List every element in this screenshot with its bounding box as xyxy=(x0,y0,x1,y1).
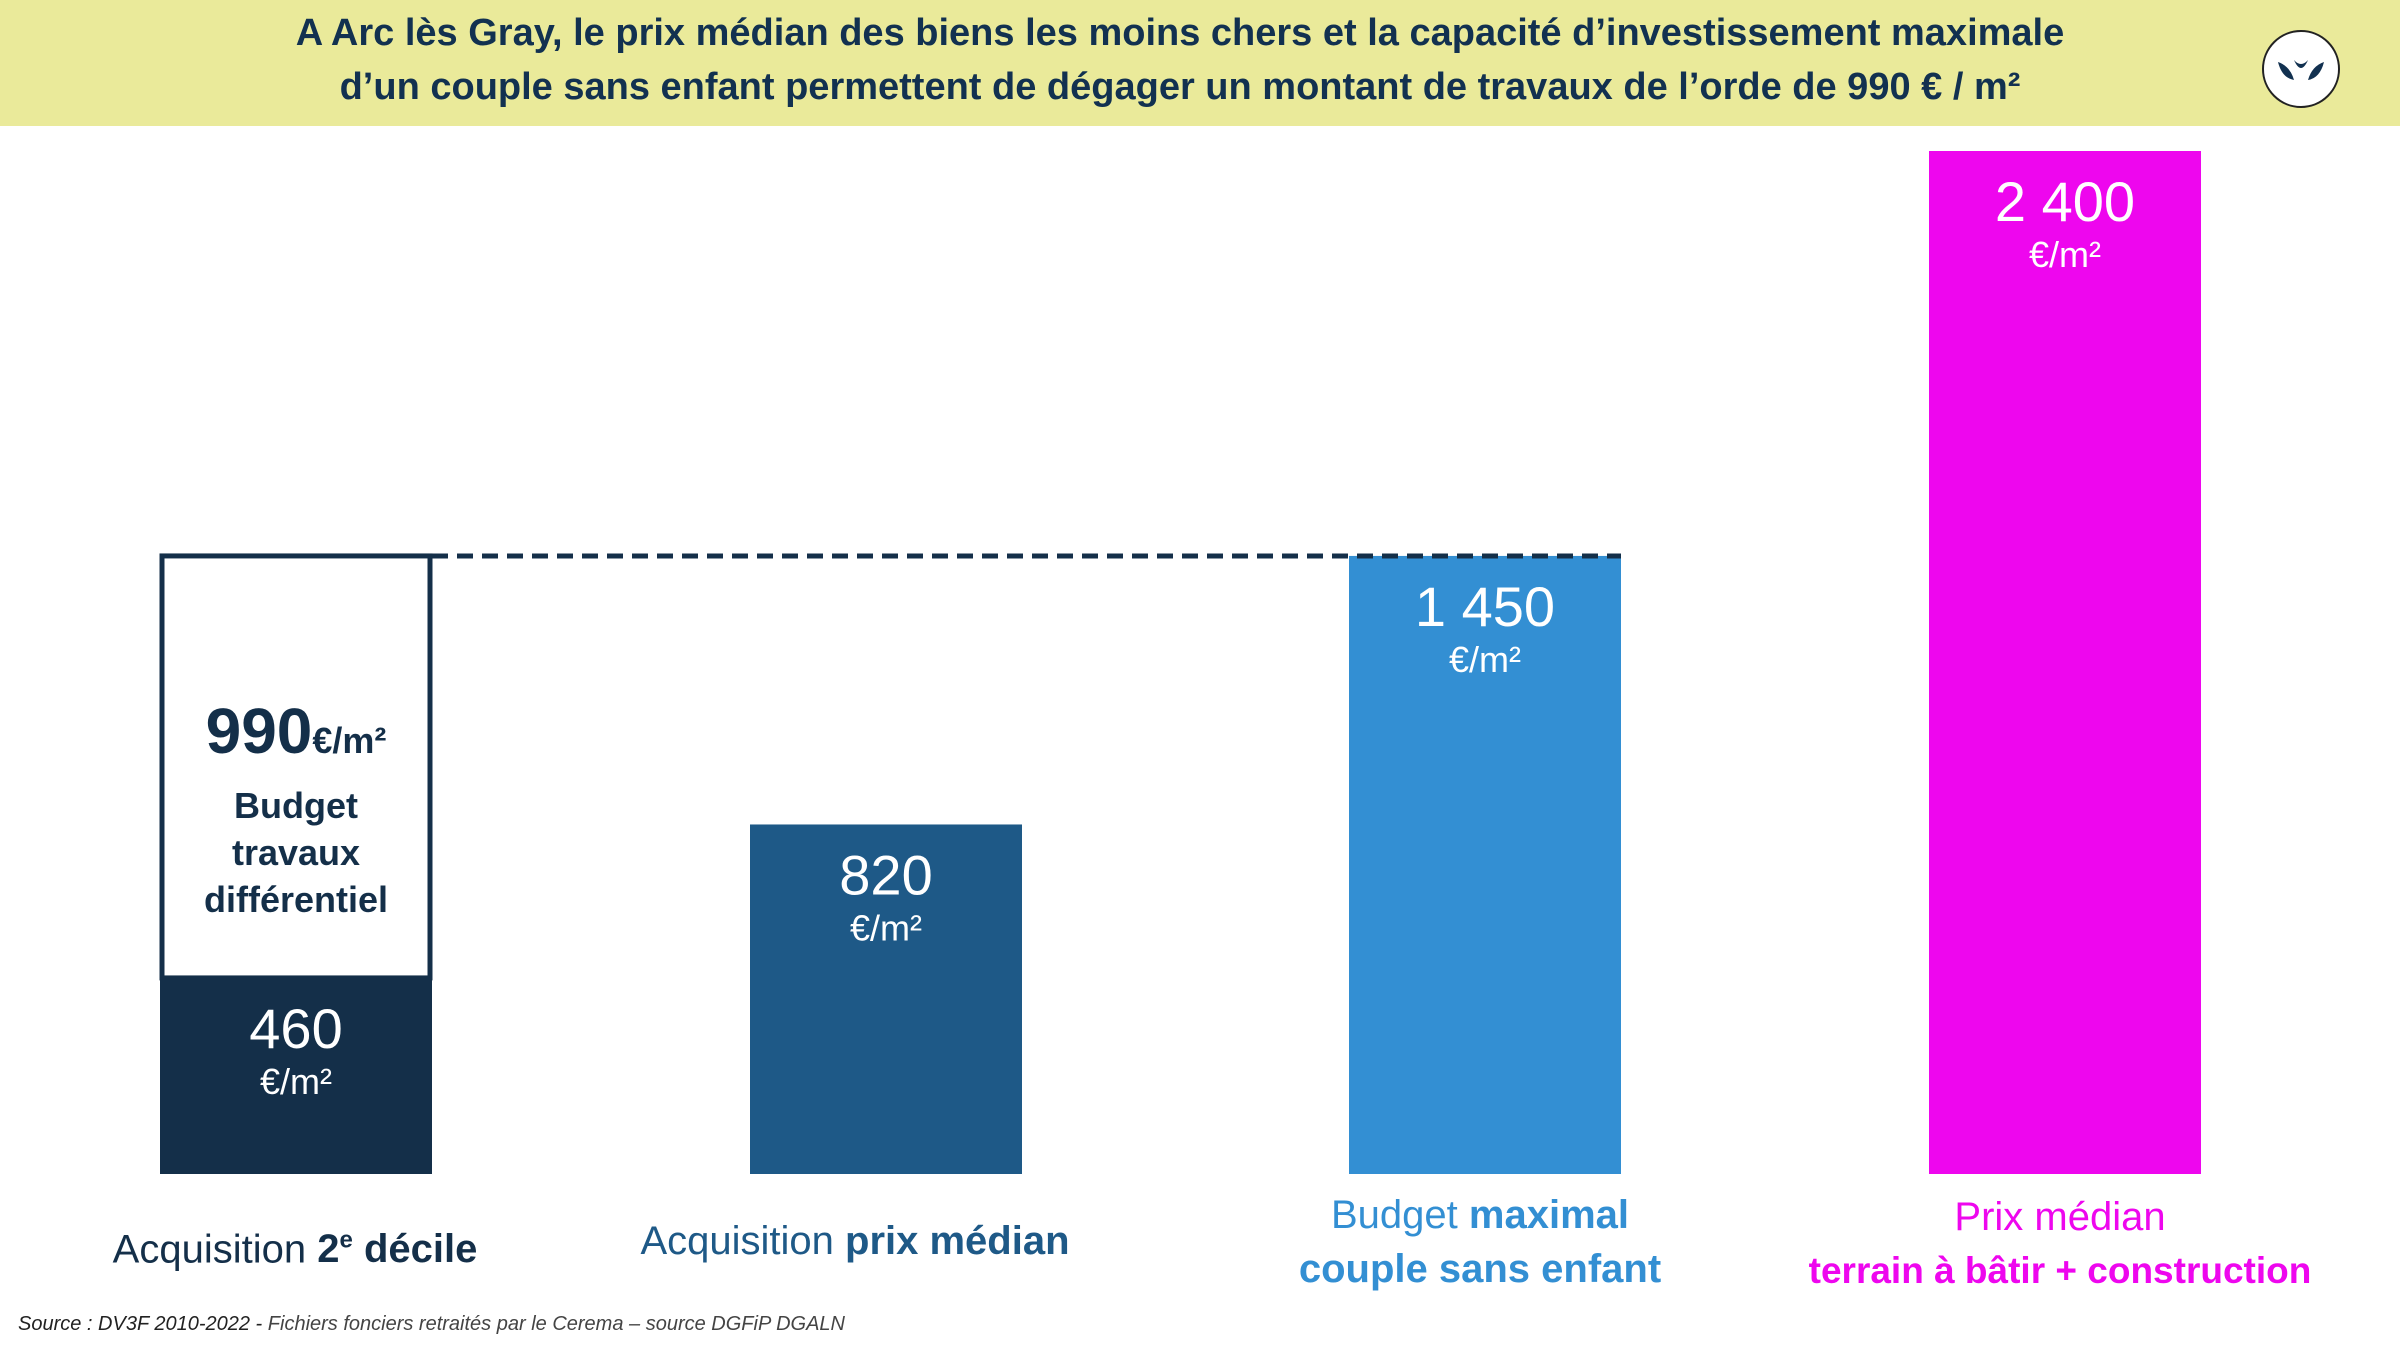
source-note: Source : DV3F 2010-2022 - Fichiers fonci… xyxy=(18,1313,845,1335)
bar-3 xyxy=(1929,151,2201,1174)
bar-unit-label-2: €/m² xyxy=(1449,639,1521,680)
bar-unit-label-1: €/m² xyxy=(850,907,922,948)
bar-value-label-0: 460 xyxy=(249,997,342,1060)
segment-text-line-0: Budget xyxy=(234,785,358,826)
segment-text-line-2: différentiel xyxy=(204,879,388,920)
bar-0 xyxy=(160,977,432,1174)
segment-value-label: 990€/m² xyxy=(206,695,387,767)
segment-text-line-1: travaux xyxy=(232,832,360,873)
category-label-prix-median-terrain: Prix médian terrain à bâtir + constructi… xyxy=(1808,1195,2312,1291)
bar-value-label-3: 2 400 xyxy=(1995,170,2135,233)
leaves-logo-icon xyxy=(2262,30,2340,108)
title-banner: A Arc lès Gray, le prix médian des biens… xyxy=(0,0,2400,126)
bar-1 xyxy=(750,824,1022,1174)
bar-2 xyxy=(1349,555,1621,1174)
bar-value-label-2: 1 450 xyxy=(1415,575,1555,638)
chart-title-line-1: A Arc lès Gray, le prix médian des biens… xyxy=(295,12,2065,54)
bar-unit-label-3: €/m² xyxy=(2029,234,2101,275)
category-label-2e-decile: Acquisition 2e décile xyxy=(112,1227,478,1272)
bar-value-label-1: 820 xyxy=(839,843,932,906)
stacked-segment-budget-travaux xyxy=(159,553,433,981)
chart-title-line-2: d’un couple sans enfant permettent de dé… xyxy=(339,66,2021,108)
bar-unit-label-0: €/m² xyxy=(260,1061,332,1102)
category-label-budget-maximal: Budget maximal couple sans enfant xyxy=(1298,1193,1662,1291)
category-label-prix-median: Acquisition prix médian xyxy=(640,1219,1070,1263)
